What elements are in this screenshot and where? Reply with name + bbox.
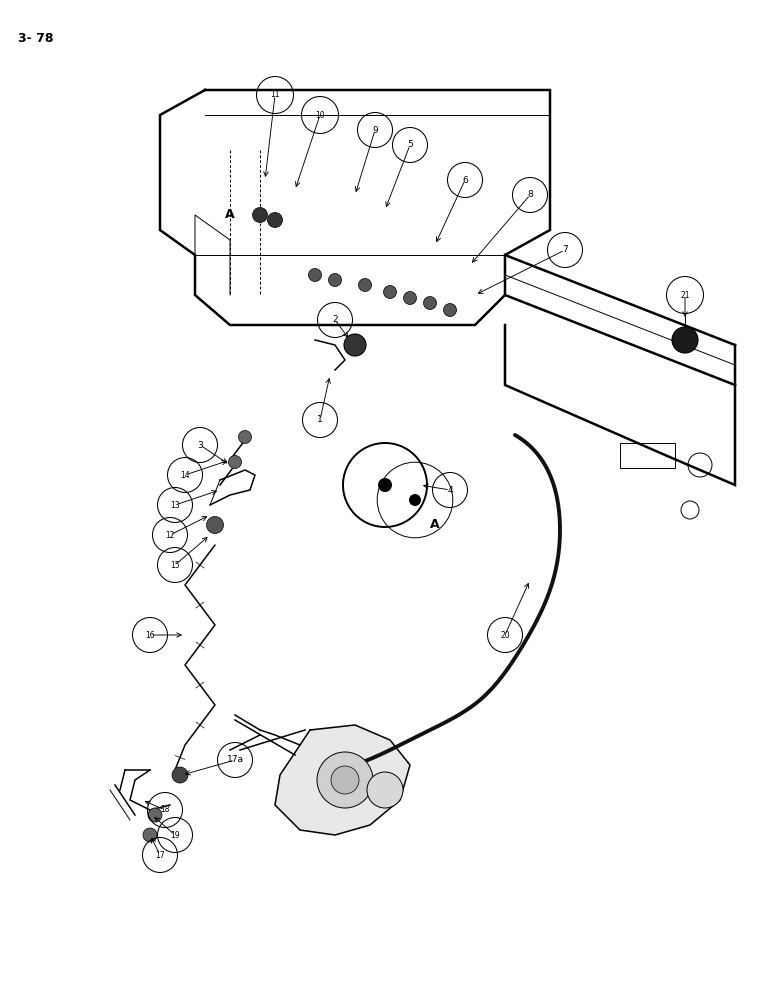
Circle shape [409,494,421,506]
Text: A: A [225,209,235,222]
Circle shape [252,208,268,223]
Text: 9: 9 [372,126,378,135]
Circle shape [268,213,283,228]
Circle shape [367,772,403,808]
Text: 3: 3 [197,440,203,450]
Text: 10: 10 [315,110,325,119]
Text: 6: 6 [462,176,468,185]
Text: 4: 4 [447,486,453,495]
Text: 14: 14 [180,471,190,480]
Text: 20: 20 [500,631,510,640]
Polygon shape [275,725,410,835]
Text: 11: 11 [270,90,279,99]
Circle shape [206,516,224,534]
Text: 7: 7 [562,245,568,254]
Text: 8: 8 [527,190,533,199]
Text: 3- 78: 3- 78 [18,32,53,45]
Text: 5: 5 [407,140,413,149]
Circle shape [344,334,366,356]
Circle shape [404,292,417,304]
Text: 13: 13 [170,500,180,510]
Text: A: A [430,518,440,532]
Text: 19: 19 [170,830,180,840]
Circle shape [358,278,371,292]
Circle shape [331,766,359,794]
Circle shape [317,752,373,808]
Text: 17a: 17a [226,756,243,764]
Circle shape [672,327,698,353]
Circle shape [378,478,392,492]
Circle shape [424,296,436,310]
Circle shape [443,304,456,316]
Text: 1: 1 [317,416,323,424]
Text: 17: 17 [155,850,164,859]
Circle shape [148,808,162,822]
Circle shape [143,828,157,842]
Circle shape [384,286,397,298]
Text: 15: 15 [170,560,180,570]
Circle shape [172,767,188,783]
Circle shape [309,268,321,282]
Circle shape [229,456,242,468]
Circle shape [239,430,252,444]
Text: 21: 21 [680,290,689,300]
Circle shape [329,273,341,286]
Text: 12: 12 [165,530,174,539]
Text: 16: 16 [145,631,155,640]
Text: 2: 2 [332,316,338,324]
Text: 18: 18 [161,806,170,814]
